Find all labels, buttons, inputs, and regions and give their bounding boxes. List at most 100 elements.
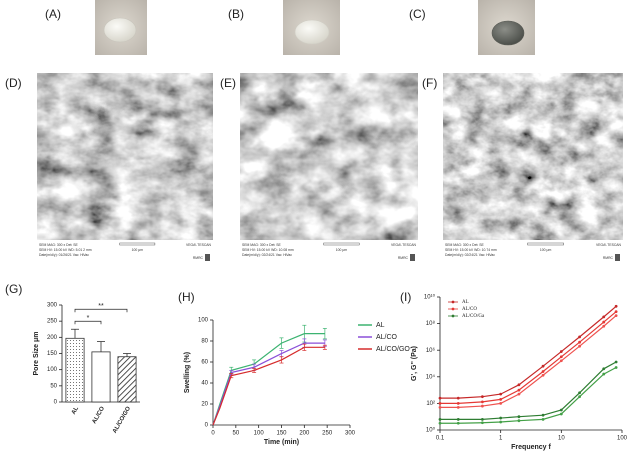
x-tick-label: 10 <box>558 436 565 442</box>
x-tick-label: 100 <box>254 431 265 437</box>
x-tick-label: AL/CO/GO <box>112 406 132 435</box>
y-tick-label: 60 <box>201 360 208 366</box>
significance-bracket <box>74 308 128 313</box>
data-point <box>517 383 521 387</box>
panel-label: (F) <box>422 76 437 90</box>
y-tick-label: 50 <box>50 383 57 389</box>
data-point <box>517 388 521 392</box>
y-tick-label: 10⁶ <box>426 347 436 354</box>
data-point <box>559 412 563 416</box>
y-axis-label: Swelling (%) <box>184 352 191 393</box>
data-point <box>602 367 606 371</box>
significance-label: * <box>87 315 90 322</box>
data-point <box>578 340 581 344</box>
data-point <box>541 364 545 368</box>
data-point <box>602 372 606 376</box>
x-axis-label: Time (min) <box>264 439 299 446</box>
panel-label: (A) <box>45 7 61 21</box>
y-tick-label: 0 <box>54 400 58 406</box>
x-tick-label: 0 <box>211 431 215 437</box>
data-point <box>602 324 606 328</box>
sem-info: SEM MAG: 300 x Det: SE <box>39 243 79 247</box>
chart: 0 50 100 150 200 250 300 Pore Size μm AL AL/CO AL/… <box>33 303 140 435</box>
series-line <box>440 366 617 424</box>
panel-label: (G) <box>5 282 22 296</box>
logo-mark <box>410 254 415 261</box>
data-point <box>541 413 545 417</box>
panel-label: (C) <box>409 7 426 21</box>
data-point <box>499 402 503 405</box>
x-tick-label: AL <box>71 406 80 416</box>
brand: VEGA\ TESCAN <box>596 243 622 247</box>
chart: 0 20 40 60 80 100 Swelling (%) Time (min) 0 50 100… <box>184 318 411 446</box>
x-tick-label: 50 <box>232 431 239 437</box>
error-bar <box>279 337 284 349</box>
series-line <box>440 315 617 409</box>
sem-info: SEM HV: 15.00 kV WD: 10.08 mm <box>242 248 294 252</box>
error-bar <box>322 328 327 340</box>
scale-bar <box>527 242 564 246</box>
sem-info-strip <box>240 240 418 264</box>
legend-label: AL/CO/Ga <box>462 314 485 319</box>
data-point <box>481 404 484 408</box>
data-point <box>614 366 618 369</box>
y-axis-label: G', G'' (Pa) <box>411 346 418 381</box>
data-point <box>602 315 606 319</box>
error-bar <box>252 367 257 373</box>
legend-label: AL/CO <box>376 334 398 341</box>
data-point <box>438 421 442 425</box>
chart: 10⁰ 10² 10⁴ 10⁶ 10⁸ 10¹⁰ G', G'' (Pa) Frequency… <box>411 294 628 451</box>
logo: RMRC <box>193 256 204 260</box>
x-tick-label: 250 <box>322 431 333 437</box>
data-point <box>614 310 618 314</box>
data-point <box>602 320 606 324</box>
y-tick-label: 100 <box>47 367 58 373</box>
series-line <box>440 311 617 404</box>
bar <box>65 337 85 403</box>
data-point <box>481 400 484 404</box>
data-point <box>456 402 460 405</box>
x-tick-label: 1 <box>499 436 503 442</box>
y-tick-label: 150 <box>47 351 58 357</box>
photo <box>95 0 147 55</box>
y-tick-label: 10⁴ <box>426 373 436 380</box>
legend-label: AL <box>376 322 385 329</box>
legend-marker <box>451 307 455 311</box>
data-point <box>499 416 503 420</box>
data-point <box>438 402 442 405</box>
scale-bar <box>119 242 156 246</box>
data-point <box>559 355 563 359</box>
y-tick-label: 100 <box>198 318 209 324</box>
bar <box>117 356 137 403</box>
sem-info: SEM HV: 15.00 kV WD: 5.01 2 mm <box>39 248 92 252</box>
data-point <box>578 335 581 339</box>
error-bar <box>71 328 79 339</box>
data-point <box>481 417 484 421</box>
photo <box>478 0 535 55</box>
data-point <box>499 392 503 396</box>
legend-marker <box>451 314 455 318</box>
sem-image <box>240 73 418 240</box>
x-tick-label: 200 <box>299 431 310 437</box>
series-line <box>212 342 325 426</box>
panel-label: (I) <box>400 290 411 304</box>
error-bar <box>279 356 284 364</box>
data-point <box>614 304 618 308</box>
scale-bar <box>323 242 360 246</box>
logo: RMRC <box>398 256 409 260</box>
panel-label: (E) <box>220 76 236 90</box>
y-axis-label: Pore Size μm <box>33 332 40 376</box>
data-point <box>559 359 563 363</box>
data-point <box>614 360 618 364</box>
y-tick-label: 40 <box>201 381 208 387</box>
sem-image <box>37 73 213 240</box>
series-line <box>440 361 617 420</box>
sem-info: Date(m/d/y): 01/26/21 Vac: HiVac <box>39 253 89 257</box>
scale-label: 100 μm <box>540 248 552 252</box>
logo-mark <box>205 254 210 261</box>
logo: RMRC <box>603 256 614 260</box>
x-tick-label: AL/CO <box>92 406 107 425</box>
significance-bracket <box>74 320 102 325</box>
sem-info-strip <box>443 240 623 264</box>
